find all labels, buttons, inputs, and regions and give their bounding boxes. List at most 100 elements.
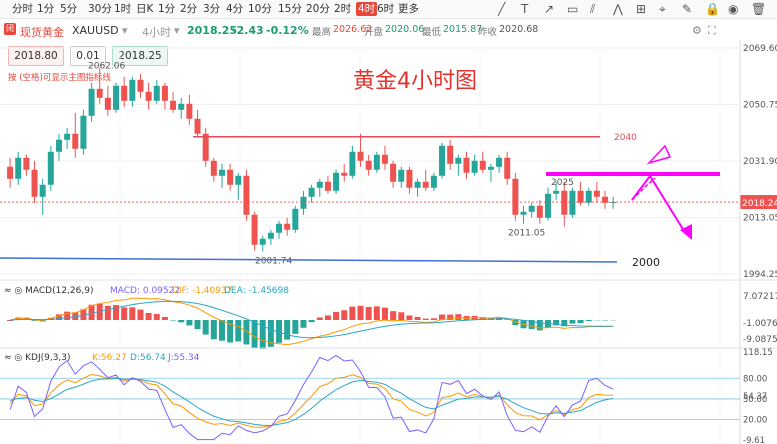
pattern-tool-icon[interactable]: ⋀ — [613, 2, 623, 16]
macd-bar — [292, 320, 299, 334]
candle-body — [284, 223, 291, 230]
ray-tool-icon[interactable]: ↗ — [544, 2, 555, 16]
candle-body — [218, 169, 225, 176]
macd-bar — [390, 311, 397, 320]
timeframe-0[interactable]: 分时 — [12, 3, 33, 15]
price-change: -2.43 — [232, 24, 264, 37]
timeframe-10[interactable]: 10分 — [248, 3, 272, 15]
macd-bar — [512, 320, 519, 326]
period-label[interactable]: 4小时 — [142, 26, 171, 39]
candle-body — [422, 181, 429, 188]
macd-bar — [161, 317, 168, 320]
macd-bar — [96, 303, 103, 320]
high-label: 最高 — [312, 27, 332, 38]
timeframe-5[interactable]: 日K — [136, 3, 154, 15]
candle-body — [390, 163, 397, 182]
macd-bar — [479, 317, 486, 320]
timeframe-13[interactable]: 2时 — [334, 3, 352, 15]
settings-icon[interactable]: ⚙ — [692, 24, 702, 37]
macd-bar — [381, 307, 388, 320]
candle-body — [553, 190, 560, 194]
low-value: 2015.87 — [443, 24, 483, 35]
macd-bar — [365, 306, 372, 320]
macd-bar — [341, 310, 348, 320]
symbol-info-bar: 闭 现货黄金 XAUUSD ▾ 4小时 ▾ 2018.25 -2.43 -0.1… — [0, 20, 777, 40]
sell-price-button[interactable]: 2018.80 — [8, 46, 64, 66]
macd-bar — [300, 320, 307, 328]
timeframe-14[interactable]: 4时 — [356, 2, 378, 16]
kdj-tick: 20.00 — [743, 416, 767, 426]
price-axis-tick: 2031.90 — [743, 157, 777, 167]
macd-bar — [235, 320, 242, 342]
macd-bar — [406, 315, 413, 320]
candle-body — [373, 154, 380, 170]
macd-bar — [80, 309, 87, 320]
macd-bar — [447, 314, 454, 320]
timeframe-8[interactable]: 3分 — [203, 3, 221, 15]
candle-body — [333, 172, 340, 191]
chart-title: 黄金4小时图 — [353, 69, 477, 94]
down-arrow-line — [631, 174, 687, 235]
period-chevron-icon[interactable]: ▾ — [174, 24, 180, 37]
macd-bar — [145, 312, 152, 320]
candle-body — [161, 85, 168, 101]
candle-body — [463, 157, 470, 173]
symbol-name[interactable]: 现货黄金 — [20, 26, 64, 39]
macd-bar — [373, 306, 380, 320]
shortcut-hint: 按 (空格)可显示主图指标线 — [8, 73, 111, 83]
measure-tool-icon[interactable]: ⊞ — [636, 2, 647, 16]
candle-body — [341, 172, 348, 176]
timeframe-4[interactable]: 1时 — [114, 3, 132, 15]
low-label: 最低 — [422, 27, 442, 38]
channel-tool-icon[interactable]: ⫽ — [590, 2, 596, 16]
timeframe-16[interactable]: 更多 — [398, 3, 419, 15]
candle-body — [194, 118, 201, 134]
delete-icon[interactable]: 🗑 — [751, 2, 767, 16]
buy-price-button[interactable]: 2018.25 — [112, 46, 168, 66]
chevron-down-icon[interactable]: ▾ — [122, 24, 128, 37]
timeframe-9[interactable]: 4分 — [226, 3, 244, 15]
eraser-icon[interactable]: ✎ — [682, 2, 693, 16]
macd-bar — [455, 314, 462, 320]
candle-body — [593, 190, 600, 197]
fullscreen-icon[interactable]: ⛶ — [708, 24, 716, 37]
text-tool-icon[interactable]: T — [521, 2, 529, 16]
pin-icon[interactable]: ⌖ — [659, 2, 666, 16]
low-price-label: 2001.74 — [255, 257, 292, 267]
candle-body — [447, 145, 454, 164]
candle-body — [96, 88, 103, 98]
candle-body — [104, 97, 111, 110]
candle-body — [585, 190, 592, 203]
timeframe-11[interactable]: 15分 — [278, 3, 302, 15]
timeframe-7[interactable]: 2分 — [180, 3, 198, 15]
eye-icon[interactable]: ◉ — [728, 2, 739, 16]
candle-body — [170, 100, 177, 110]
timeframe-1[interactable]: 1分 — [37, 3, 55, 15]
candle-body — [504, 157, 511, 179]
rect-tool-icon[interactable]: ▭ — [567, 2, 579, 16]
mid-resistance-label: 2025 — [551, 178, 574, 188]
lock-icon[interactable]: 🔒 — [705, 2, 720, 16]
candle-body — [512, 178, 519, 215]
k-line — [9, 374, 614, 428]
candle-body — [308, 187, 315, 197]
macd-bar — [536, 320, 543, 331]
dea-value: DEA: -1.45698 — [224, 286, 289, 296]
timeframe-6[interactable]: 1分 — [158, 3, 176, 15]
price-axis-tick: 1994.25 — [743, 270, 777, 280]
timeframe-3[interactable]: 30分 — [88, 3, 112, 15]
timeframe-15[interactable]: 6时 — [377, 3, 395, 15]
line-tool-icon[interactable]: ╱ — [498, 2, 506, 16]
lot-size-input[interactable]: 0.01 — [70, 46, 106, 66]
macd-bar — [104, 305, 111, 320]
timeframe-12[interactable]: 20分 — [306, 3, 330, 15]
macd-bar — [259, 320, 266, 349]
timeframe-2[interactable]: 5分 — [60, 3, 78, 15]
candle-body — [610, 202, 617, 204]
candle-body — [47, 151, 54, 185]
macd-bar — [276, 320, 283, 343]
macd-value: MACD: 0.09522 — [110, 286, 180, 296]
candle-body — [324, 181, 331, 191]
timeframe-toolbar: 分时 1分 5分 30分 1时 日K 1分 2分 3分 4分 10分 15分 20分 2时 4时 6时 更多 ╱ T… — [0, 0, 777, 19]
k-value: K:56.27 — [92, 353, 127, 363]
